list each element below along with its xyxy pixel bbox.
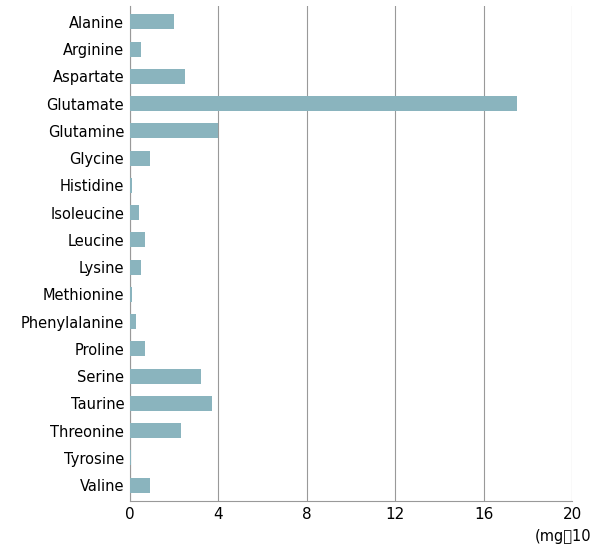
Bar (130, 123, 218, 138)
Bar (130, 314, 136, 329)
Bar (130, 260, 141, 274)
Bar (130, 287, 132, 302)
Bar (130, 423, 181, 438)
Bar (130, 42, 141, 57)
Bar (130, 14, 174, 29)
Bar (130, 369, 201, 383)
Bar (130, 205, 139, 220)
Bar (130, 69, 185, 84)
Bar (130, 178, 132, 193)
Bar (130, 450, 131, 465)
Bar (130, 96, 517, 111)
X-axis label: (mg／100mℓ): (mg／100mℓ) (535, 529, 590, 544)
Bar (130, 396, 212, 411)
Bar (130, 150, 150, 166)
Bar (130, 233, 145, 247)
Bar (130, 478, 150, 493)
Bar (130, 341, 145, 356)
